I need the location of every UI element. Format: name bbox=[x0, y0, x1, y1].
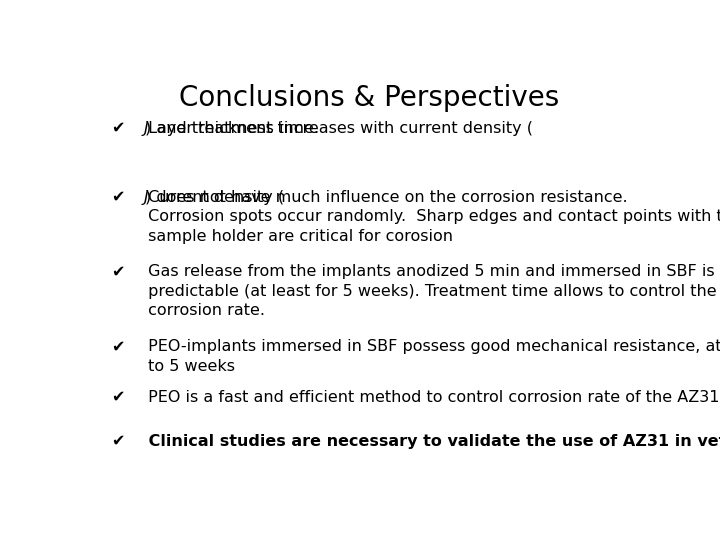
Text: corrosion rate.: corrosion rate. bbox=[143, 303, 265, 319]
Text: ) does not have much influence on the corrosion resistance.: ) does not have much influence on the co… bbox=[145, 190, 628, 205]
Text: ✔: ✔ bbox=[111, 190, 125, 205]
Text: Corrosion spots occur randomly.  Sharp edges and contact points with the: Corrosion spots occur randomly. Sharp ed… bbox=[143, 209, 720, 224]
Text: ✔: ✔ bbox=[111, 265, 125, 279]
Text: Gas release from the implants anodized 5 min and immersed in SBF is low and: Gas release from the implants anodized 5… bbox=[143, 265, 720, 279]
Text: ) and treatment time.: ) and treatment time. bbox=[145, 121, 319, 136]
Text: ✔: ✔ bbox=[111, 390, 125, 405]
Text: PEO-implants immersed in SBF possess good mechanical resistance, at least up: PEO-implants immersed in SBF possess goo… bbox=[143, 339, 720, 354]
Text: J: J bbox=[144, 190, 149, 205]
Text: sample holder are critical for corosion: sample holder are critical for corosion bbox=[143, 228, 453, 244]
Text: ✔: ✔ bbox=[111, 434, 125, 449]
Text: predictable (at least for 5 weeks). Treatment time allows to control the: predictable (at least for 5 weeks). Trea… bbox=[143, 284, 716, 299]
Text: Clinical studies are necessary to validate the use of AZ31 in veterinary implant: Clinical studies are necessary to valida… bbox=[143, 434, 720, 449]
Text: ✔: ✔ bbox=[111, 121, 125, 136]
Text: ✔: ✔ bbox=[111, 339, 125, 354]
Text: to 5 weeks: to 5 weeks bbox=[143, 359, 235, 374]
Text: J: J bbox=[144, 121, 149, 136]
Text: Conclusions & Perspectives: Conclusions & Perspectives bbox=[179, 84, 559, 112]
Text: PEO is a fast and efficient method to control corrosion rate of the AZ31 implant: PEO is a fast and efficient method to co… bbox=[143, 390, 720, 405]
Text: Current density (: Current density ( bbox=[143, 190, 284, 205]
Text: Layer thickness increases with current density (: Layer thickness increases with current d… bbox=[143, 121, 533, 136]
